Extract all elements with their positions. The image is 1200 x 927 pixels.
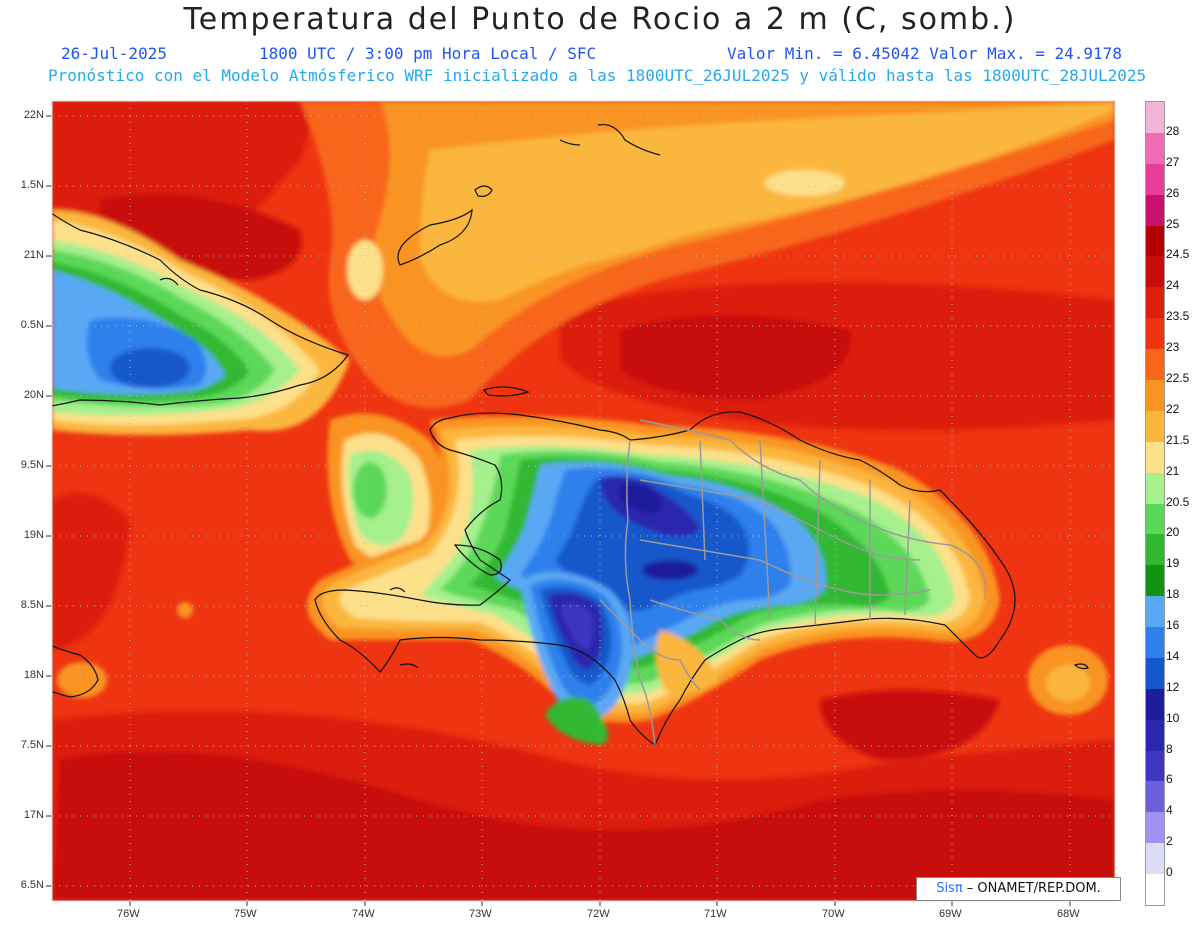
lon-label: 68W [1057,908,1080,920]
colorbar-swatch [1146,379,1164,412]
credit-text: – ONAMET/REP.DOM. [962,881,1101,896]
colorbar-swatch [1146,256,1164,288]
colorbar-label: 0 [1166,865,1173,880]
time-label: 1800 UTC / 3:00 pm Hora Local / SFC [259,44,597,63]
colorbar [1145,101,1165,906]
lat-label: 6.5N [20,879,44,891]
colorbar-label: 6 [1166,772,1173,787]
colorbar-swatch [1146,750,1164,782]
colorbar-swatch [1146,225,1164,257]
colorbar-label: 14 [1166,648,1180,663]
colorbar-label: 18 [1166,587,1180,602]
colorbar-label: 22 [1166,401,1180,416]
colorbar-label: 23.5 [1166,309,1190,324]
colorbar-swatch [1146,441,1164,474]
lat-label: 7.5N [20,739,44,751]
colorbar-swatch [1146,657,1164,690]
colorbar-label: 4 [1166,803,1173,818]
colorbar-label: 24 [1166,278,1180,293]
credit-badge: Sisπ – ONAMET/REP.DOM. [916,877,1121,901]
lat-label: 19N [23,529,44,541]
graticule [52,101,1115,901]
axis-ticks [46,115,1071,906]
colorbar-swatch [1146,843,1164,875]
colorbar-label: 27 [1166,154,1180,169]
map-title: Temperatura del Punto de Rocio a 2 m (C,… [183,2,1017,37]
colorbar-swatch [1146,874,1164,906]
min-max-label: Valor Min. = 6.45042 Valor Max. = 24.917… [727,44,1122,63]
colorbar-swatch [1146,132,1164,165]
lat-label: 0.5N [20,319,44,331]
colorbar-label: 21 [1166,463,1180,478]
sispi-logo: Sisπ [936,881,963,896]
colorbar-label: 20.5 [1166,494,1190,509]
colorbar-label: 8 [1166,741,1173,756]
province-borders [599,419,987,746]
colorbar-label: 24.5 [1166,247,1190,262]
colorbar-swatch [1146,287,1164,319]
colorbar-label: 20 [1166,525,1180,540]
lon-label: 69W [939,908,962,920]
lat-label: 18N [23,669,44,681]
colorbar-label: 21.5 [1166,432,1190,447]
colorbar-label: 22.5 [1166,370,1190,385]
lat-label: 1.5N [20,179,44,191]
colorbar-swatch [1146,781,1164,813]
colorbar-label: 23 [1166,340,1180,355]
colorbar-swatch [1146,194,1164,227]
lat-label: 17N [23,809,44,821]
lon-label: 70W [822,908,845,920]
lat-label: 9.5N [20,459,44,471]
colorbar-swatch [1146,503,1164,535]
colorbar-label: 26 [1166,185,1180,200]
colorbar-label: 12 [1166,679,1180,694]
forecast-info: Pronóstico con el Modelo Atmósferico WRF… [48,66,1147,85]
lat-label: 8.5N [20,599,44,611]
colorbar-swatch [1146,102,1164,134]
colorbar-swatch [1146,472,1164,504]
dewpoint-field [52,101,1115,901]
lon-label: 72W [587,908,610,920]
colorbar-label: 19 [1166,556,1180,571]
date-label: 26-Jul-2025 [61,44,167,63]
colorbar-swatch [1146,318,1164,350]
colorbar-swatch [1146,410,1164,443]
lat-label: 21N [23,249,44,261]
colorbar-label: 2 [1166,834,1173,849]
colorbar-label: 28 [1166,123,1180,138]
colorbar-swatch [1146,812,1164,844]
colorbar-swatch [1146,534,1164,566]
colorbar-label: 10 [1166,710,1180,725]
lon-label: 71W [704,908,727,920]
colorbar-swatch [1146,565,1164,597]
colorbar-label: 16 [1166,618,1180,633]
colorbar-swatch [1146,349,1164,381]
lon-label: 76W [117,908,140,920]
colorbar-swatch [1146,163,1164,196]
lon-label: 74W [352,908,375,920]
lat-label: 20N [23,389,44,401]
colorbar-swatch [1146,596,1164,628]
lon-label: 73W [469,908,492,920]
colorbar-swatch [1146,627,1164,659]
coastlines [52,123,1089,746]
colorbar-swatch [1146,719,1164,752]
lon-label: 75W [234,908,257,920]
colorbar-label: 25 [1166,216,1180,231]
colorbar-swatch [1146,688,1164,721]
lat-label: 22N [23,109,44,121]
